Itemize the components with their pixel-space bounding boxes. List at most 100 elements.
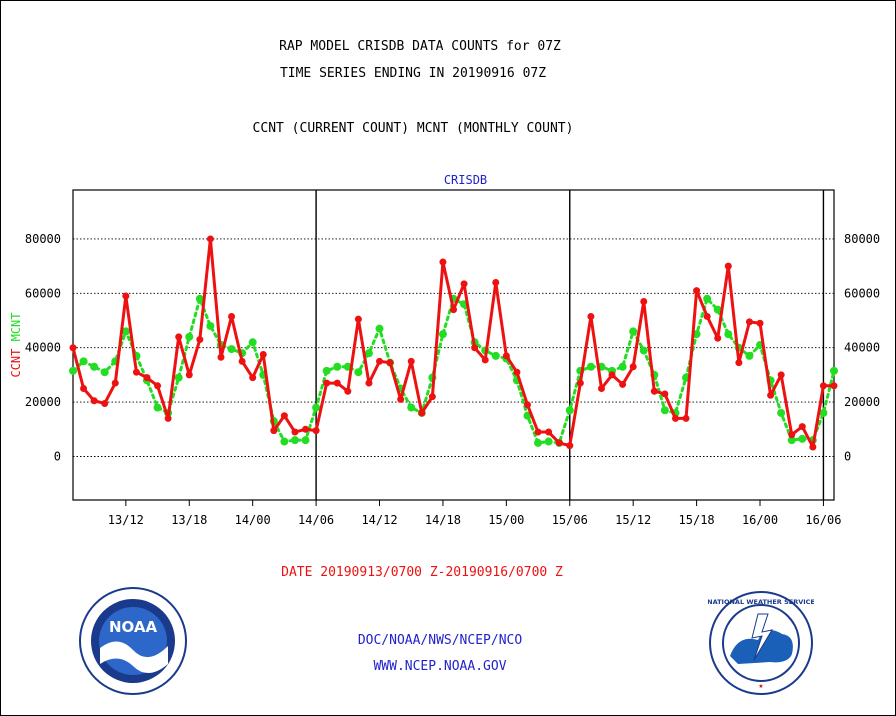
data-point-ccnt [302, 425, 310, 433]
data-point-ccnt [122, 292, 130, 300]
nws-logo-text: NATIONAL WEATHER SERVICE [708, 598, 814, 606]
data-point-mcnt [174, 373, 183, 382]
x-tick-label: 14/18 [425, 513, 461, 527]
plot-area [72, 189, 835, 501]
data-point-ccnt [365, 379, 373, 387]
data-point-ccnt [767, 391, 775, 399]
data-point-ccnt [69, 344, 77, 352]
nws-logo: ★ NATIONAL WEATHER SERVICE [708, 591, 814, 695]
data-point-mcnt [777, 408, 786, 417]
y-tick-label-left: 20000 [25, 395, 61, 409]
y-tick-label-right: 0 [844, 449, 851, 463]
data-point-mcnt [153, 403, 162, 412]
data-point-mcnt [301, 436, 310, 445]
data-point-ccnt [460, 280, 468, 288]
x-tick-label: 13/18 [171, 513, 207, 527]
data-point-ccnt [523, 401, 531, 409]
url-link[interactable]: WWW.NCEP.NOAA.GOV [373, 659, 507, 674]
y-tick-label-right: 40000 [844, 341, 880, 355]
data-point-ccnt [312, 427, 320, 435]
x-tick-label: 16/00 [742, 513, 778, 527]
data-point-ccnt [798, 423, 806, 431]
data-point-ccnt [735, 359, 743, 367]
data-point-mcnt [280, 437, 289, 446]
data-point-ccnt [80, 385, 88, 393]
data-point-ccnt [534, 428, 542, 436]
data-point-mcnt [364, 349, 373, 358]
data-point-mcnt [185, 332, 194, 341]
data-point-ccnt [566, 442, 574, 450]
data-point-ccnt [555, 439, 563, 447]
data-point-ccnt [597, 385, 605, 393]
data-point-mcnt [438, 330, 447, 339]
data-point-ccnt [481, 356, 489, 364]
data-point-mcnt [787, 436, 796, 445]
data-point-ccnt [819, 382, 827, 390]
data-point-ccnt [492, 278, 500, 286]
x-tick-label: 16/06 [805, 513, 841, 527]
data-point-mcnt [79, 357, 88, 366]
data-point-ccnt [143, 374, 151, 382]
data-point-ccnt [418, 409, 426, 417]
data-point-ccnt [280, 412, 288, 420]
data-point-ccnt [407, 357, 415, 365]
data-point-mcnt [90, 362, 99, 371]
data-point-ccnt [608, 371, 616, 379]
data-point-ccnt [450, 306, 457, 314]
data-point-ccnt [154, 382, 162, 390]
svg-text:★: ★ [758, 683, 763, 690]
data-point-ccnt [196, 336, 204, 344]
data-point-ccnt [619, 380, 627, 388]
data-point-mcnt [195, 294, 204, 303]
data-point-mcnt [322, 366, 331, 375]
data-point-ccnt [788, 431, 796, 439]
data-point-mcnt [713, 305, 722, 314]
chart-title-line1: RAP MODEL CRISDB DATA COUNTS for 07Z [279, 39, 561, 54]
data-point-ccnt [428, 393, 436, 401]
data-point-ccnt [587, 312, 595, 320]
data-point-ccnt [386, 359, 394, 367]
data-point-mcnt [354, 368, 363, 377]
data-point-mcnt [629, 327, 638, 336]
y-tick-label-left: 0 [54, 449, 61, 463]
data-point-mcnt [618, 362, 627, 371]
data-point-mcnt [703, 294, 712, 303]
data-point-mcnt [544, 437, 553, 446]
x-tick-label: 15/12 [615, 513, 651, 527]
data-point-mcnt [491, 351, 500, 360]
data-point-ccnt [439, 258, 447, 266]
data-point-mcnt [69, 366, 77, 375]
chart-subtitle: CCNT (CURRENT COUNT) MCNT (MONTHLY COUNT… [252, 121, 574, 136]
data-point-mcnt [798, 434, 807, 443]
x-tick-label: 15/00 [488, 513, 524, 527]
data-point-ccnt [111, 379, 119, 387]
noaa-logo-text: NOAA [109, 618, 158, 636]
y-axis-label: CCNT MCNT [9, 312, 23, 377]
data-point-mcnt [100, 368, 109, 377]
data-point-mcnt [830, 366, 838, 375]
data-point-mcnt [639, 346, 648, 355]
data-point-mcnt [660, 406, 669, 415]
data-point-ccnt [809, 443, 817, 451]
y-tick-label-right: 20000 [844, 395, 880, 409]
data-point-ccnt [333, 379, 341, 387]
data-point-ccnt [132, 368, 140, 376]
data-point-mcnt [206, 321, 215, 330]
data-point-ccnt [756, 319, 764, 327]
y-tick-label-left: 60000 [25, 286, 61, 300]
y-axis-label-mcnt: MCNT [9, 312, 23, 341]
data-point-mcnt [745, 351, 754, 360]
plot-title: CRISDB [444, 173, 487, 187]
data-point-mcnt [290, 436, 299, 445]
data-point-ccnt [228, 312, 236, 320]
y-tick-label-left: 40000 [25, 341, 61, 355]
data-point-mcnt [407, 403, 416, 412]
data-point-ccnt [101, 399, 109, 407]
data-point-ccnt [344, 387, 352, 395]
data-point-ccnt [777, 371, 785, 379]
data-point-ccnt [703, 312, 711, 320]
data-point-ccnt [217, 353, 225, 361]
data-point-ccnt [650, 387, 658, 395]
data-point-mcnt [248, 338, 257, 347]
